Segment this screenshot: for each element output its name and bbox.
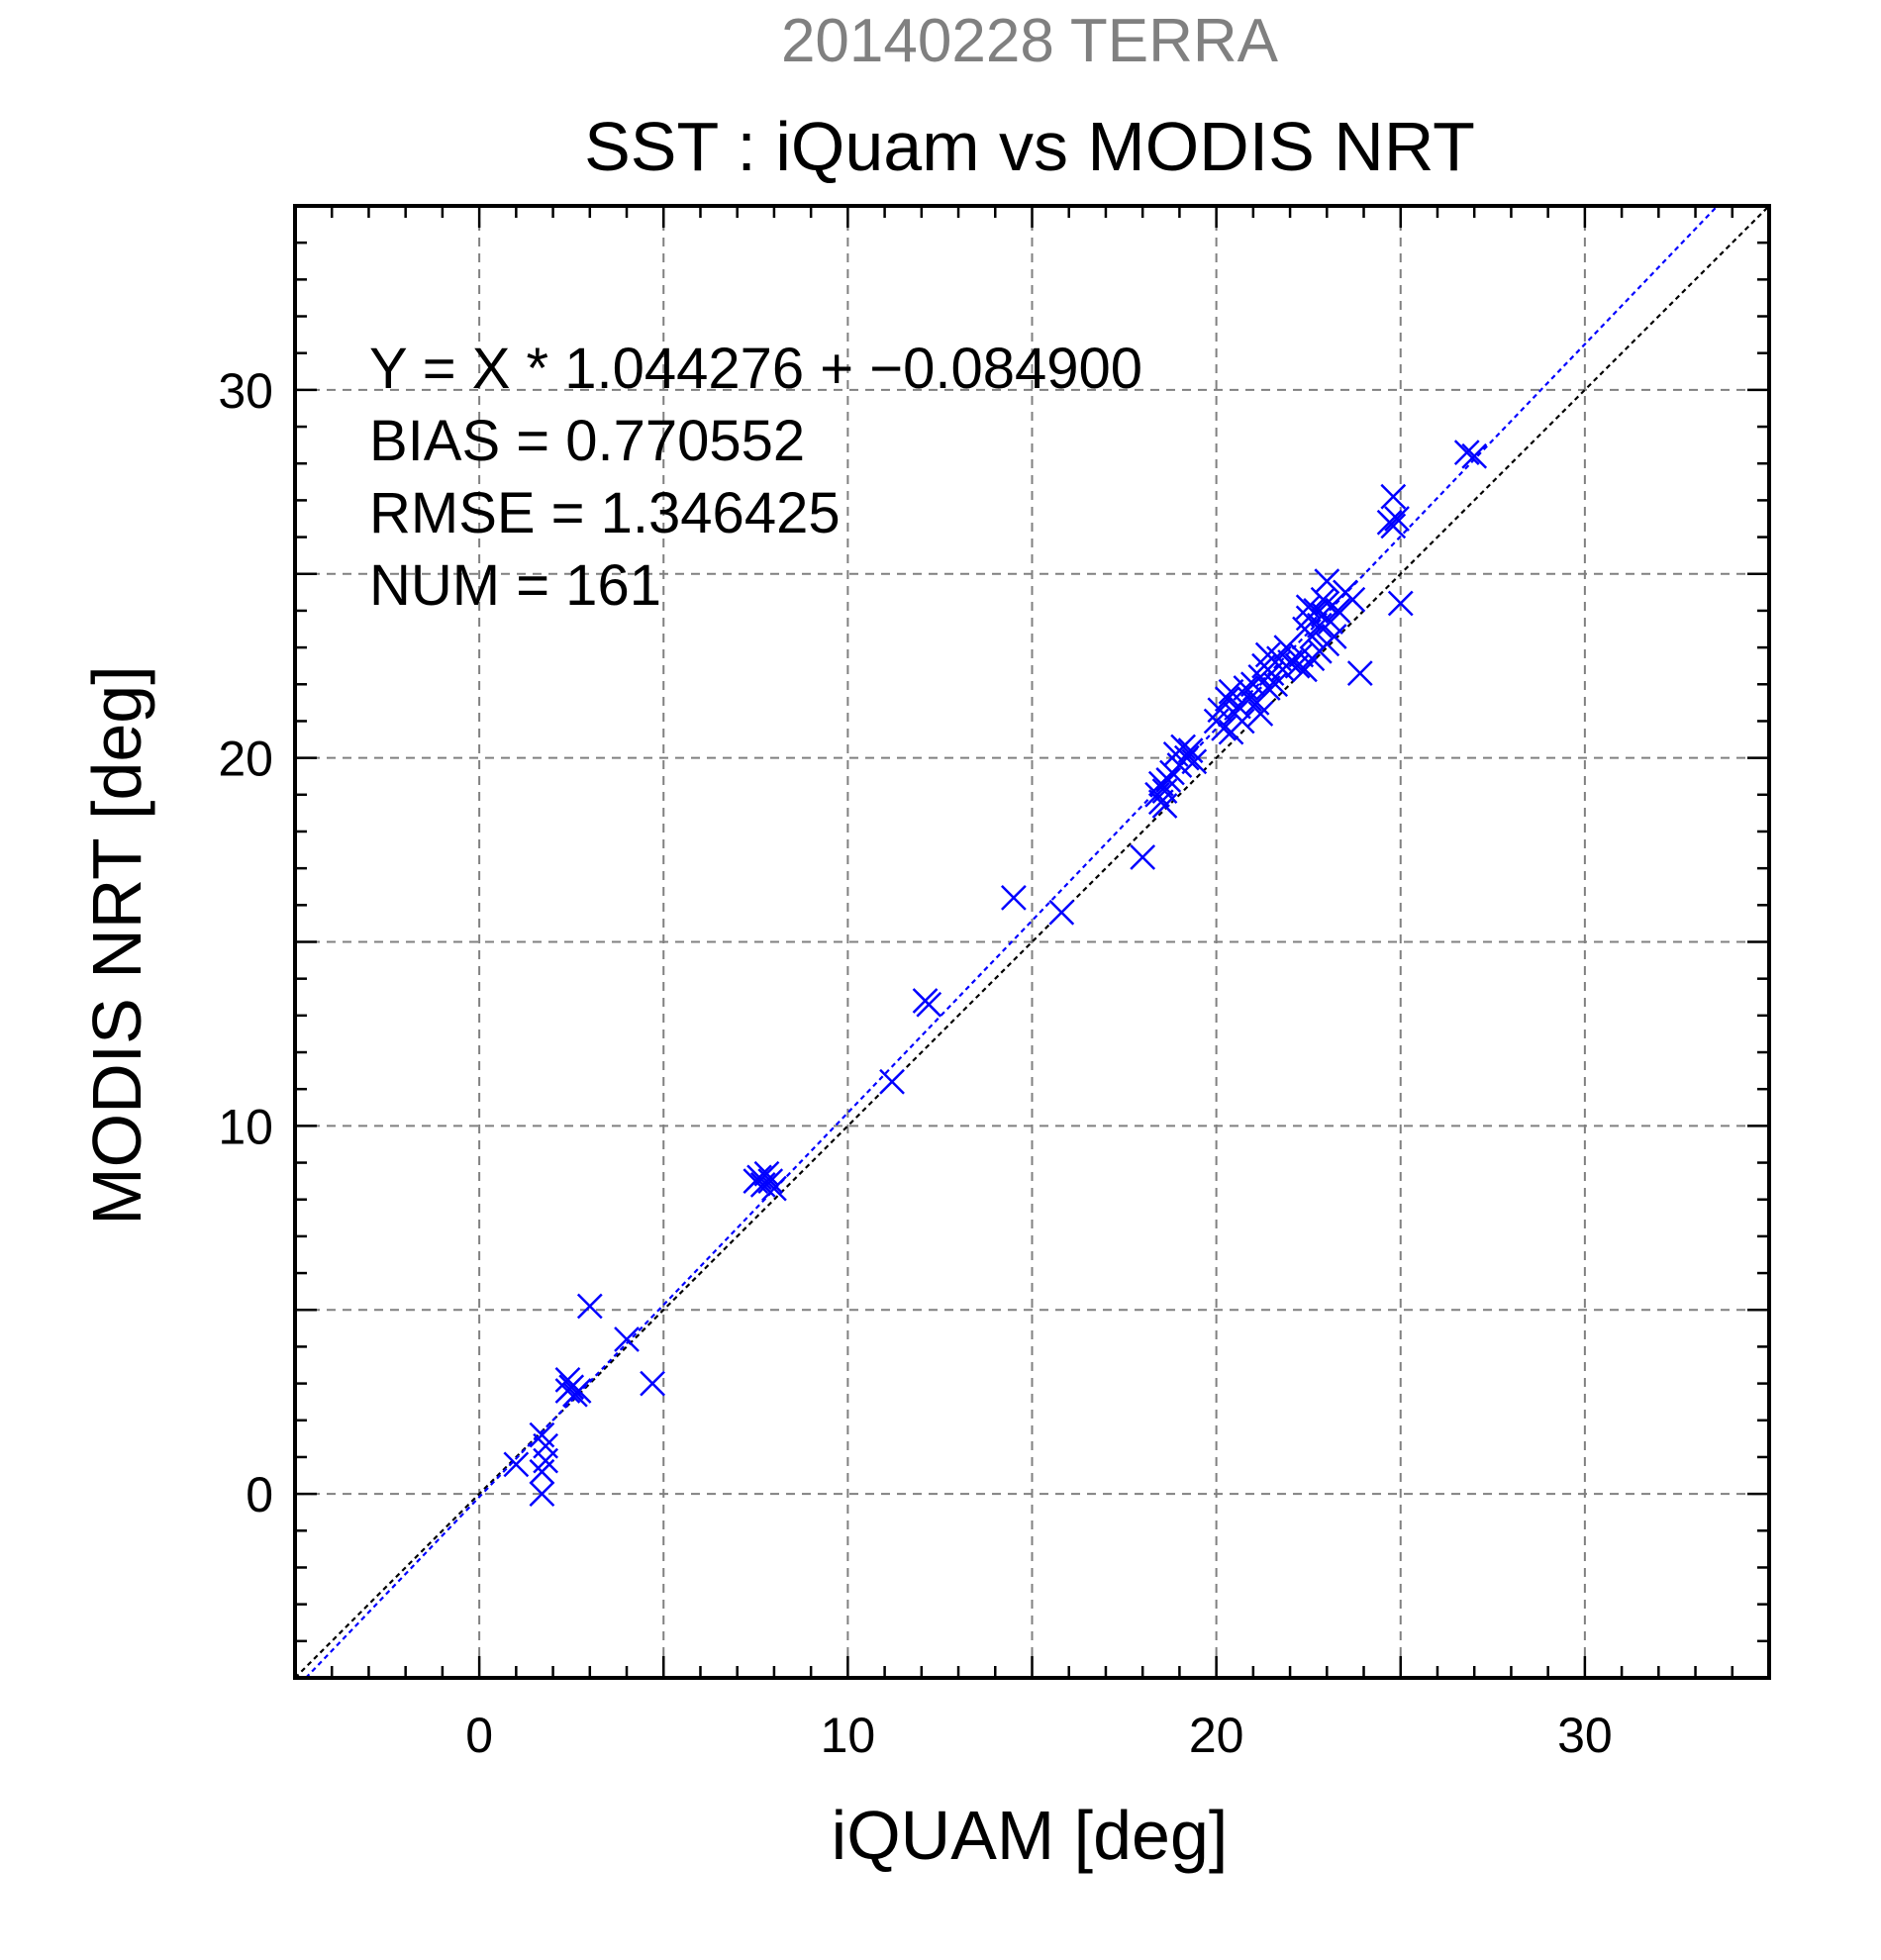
data-point: [1295, 594, 1322, 621]
y-tick-label: 0: [246, 1467, 273, 1522]
data-point: [1247, 701, 1274, 727]
stats-fit-equation: Y = X * 1.044276 + −0.084900: [369, 337, 1142, 401]
data-point: [1277, 649, 1303, 675]
data-point: [1229, 708, 1255, 735]
data-point: [554, 1378, 581, 1404]
plot-frame: [293, 204, 1771, 1680]
data-point: [1130, 844, 1156, 870]
x-tick-label: 0: [465, 1708, 493, 1763]
data-point: [1325, 598, 1351, 624]
data-point: [916, 991, 942, 1018]
grid: [295, 206, 1769, 1678]
plot-area: [293, 204, 1771, 1680]
x-tick-labels: 0 10 20 30: [465, 1708, 1612, 1763]
data-point: [1461, 442, 1488, 469]
data-point: [1048, 899, 1075, 926]
data-point: [753, 1160, 780, 1187]
data-point: [1384, 506, 1410, 532]
data-point: [529, 1481, 555, 1508]
data-point: [761, 1175, 787, 1202]
data-point: [1387, 590, 1414, 617]
data-point: [1155, 767, 1182, 793]
x-axis-label: iQUAM [deg]: [832, 1797, 1229, 1874]
data-point: [1218, 678, 1244, 705]
data-point: [1254, 641, 1281, 668]
data-point: [1173, 744, 1200, 771]
chart-title: SST : iQuam vs MODIS NRT: [584, 108, 1475, 185]
data-point: [1303, 598, 1330, 624]
data-point: [576, 1293, 603, 1320]
data-point: [1299, 624, 1326, 649]
data-point: [1237, 686, 1263, 713]
data-point: [1292, 656, 1318, 683]
data-point: [1380, 483, 1407, 510]
data-point: [1318, 609, 1343, 635]
data-point: [1321, 624, 1347, 649]
chart-suptitle: 20140228 TERRA: [781, 7, 1279, 75]
x-tick-label: 20: [1189, 1708, 1244, 1763]
data-point: [879, 1068, 905, 1095]
data-point: [1380, 513, 1407, 539]
stats-box: Y = X * 1.044276 + −0.084900 BIAS = 0.77…: [369, 337, 1142, 618]
data-point: [614, 1326, 640, 1352]
x-tick-label: 10: [821, 1708, 876, 1763]
data-point: [1314, 568, 1340, 595]
y-axis-label: MODIS NRT [deg]: [78, 665, 155, 1225]
x-tick-label: 30: [1557, 1708, 1613, 1763]
data-point: [1346, 660, 1373, 687]
data-point: [1214, 686, 1240, 713]
data-markers: [503, 440, 1488, 1508]
data-point: [565, 1378, 592, 1404]
data-point: [1339, 586, 1366, 613]
data-point: [1254, 675, 1281, 701]
stats-bias: BIAS = 0.770552: [369, 409, 805, 473]
data-point: [533, 1447, 559, 1474]
data-point: [1453, 440, 1480, 465]
data-point: [1211, 716, 1237, 741]
data-point: [1181, 748, 1208, 775]
data-point: [757, 1168, 784, 1195]
data-point: [1001, 885, 1027, 911]
y-tick-labels: 0 10 20 30: [218, 363, 273, 1522]
y-tick-label: 30: [218, 363, 273, 419]
data-point: [503, 1451, 530, 1478]
stats-num: NUM = 161: [369, 553, 661, 618]
y-tick-label: 10: [218, 1099, 273, 1154]
stats-rmse: RMSE = 1.346425: [369, 481, 841, 545]
data-point: [640, 1370, 665, 1397]
data-point: [1262, 671, 1289, 698]
data-point: [1151, 793, 1178, 819]
y-tick-label: 20: [218, 732, 273, 787]
